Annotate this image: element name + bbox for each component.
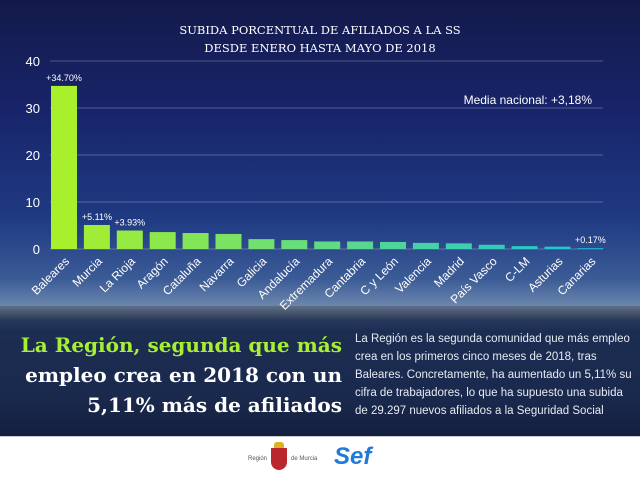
- y-tick-label: 20: [26, 148, 40, 163]
- media-nacional-annotation: Media nacional: +3,18%: [464, 93, 593, 107]
- data-label: +3.93%: [114, 218, 145, 228]
- bar-chart: SUBIDA PORCENTUAL DE AFILIADOS A LA SS D…: [26, 23, 606, 297]
- bar-Cataluña: [182, 233, 209, 249]
- bar-Murcia: [83, 224, 110, 249]
- bar-Valencia: [412, 242, 439, 249]
- x-tick-label: Navarra: [197, 254, 237, 294]
- bar-C-LM: [511, 246, 538, 249]
- bar-Madrid: [445, 243, 472, 249]
- sef-logo: Sef: [334, 443, 372, 470]
- bar-País Vasco: [478, 244, 505, 249]
- bar-Asturias: [544, 246, 571, 249]
- y-tick-label: 40: [26, 54, 40, 69]
- logo-text-left: Región: [248, 456, 268, 462]
- x-tick-label: Valencia: [392, 254, 434, 296]
- bar-Cantabria: [347, 241, 374, 249]
- logo-text-right: de Murcia: [291, 456, 318, 462]
- background-horizon: [0, 306, 640, 320]
- chart-title-line2: DESDE ENERO HASTA MAYO DE 2018: [204, 41, 435, 55]
- y-tick-label: 30: [26, 101, 40, 116]
- headline-line1: La Región, segunda que más: [20, 333, 342, 357]
- data-label: +34.70%: [46, 73, 82, 83]
- headline-line3: 5,11% más de afiliados: [87, 393, 342, 417]
- data-label: +5.11%: [82, 212, 112, 222]
- x-tick-label: C-LM: [502, 254, 533, 285]
- bar-Galicia: [248, 239, 275, 249]
- footer: [0, 436, 640, 481]
- x-tick-label: La Rioja: [97, 254, 138, 295]
- bar-Canarias: [577, 248, 604, 249]
- headline: La Región, segunda que más empleo crea e…: [20, 330, 342, 420]
- background-sky: [0, 0, 640, 436]
- coat-of-arms-icon: [271, 442, 288, 470]
- region-murcia-logo: Región de Murcia: [248, 442, 318, 470]
- bar-Andalucía: [281, 240, 308, 249]
- headline-line2: empleo crea en 2018 con un: [25, 363, 342, 387]
- bar-Baleares: [51, 85, 77, 249]
- y-tick-label: 0: [33, 242, 40, 257]
- y-tick-label: 10: [26, 195, 40, 210]
- x-tick-label: Baleares: [29, 254, 72, 297]
- bar-Extremadura: [314, 241, 341, 249]
- bar-C y León: [380, 241, 406, 249]
- chart-title-line1: SUBIDA PORCENTUAL DE AFILIADOS A LA SS: [179, 23, 460, 37]
- body-text: La Región es la segunda comunidad que má…: [355, 333, 632, 417]
- data-label: +0.17%: [575, 235, 606, 245]
- bar-Navarra: [215, 233, 242, 249]
- bar-Aragón: [149, 232, 176, 249]
- bar-La Rioja: [116, 230, 143, 249]
